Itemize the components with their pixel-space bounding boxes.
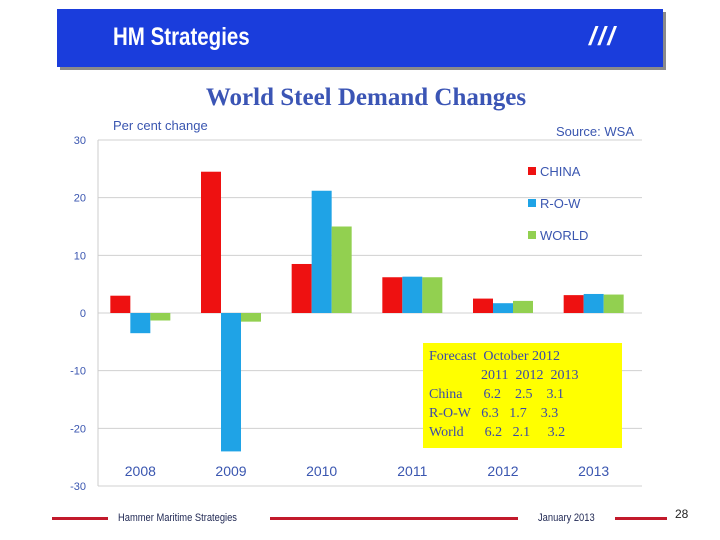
legend-swatch-world [528,231,536,239]
forecast-row: China 6.2 2.5 3.1 [429,387,564,402]
source-label: Source: WSA [556,124,634,139]
y-tick-label: 0 [80,308,86,320]
bar-r-o-w-2009 [221,313,241,452]
x-tick-label: 2009 [215,463,246,479]
y-tick-label: 20 [74,193,86,205]
footer-rule [615,517,667,520]
bar-china-2011 [382,277,403,313]
chart-title: World Steel Demand Changes [206,84,526,111]
bar-china-2012 [473,298,493,313]
banner-title: HM Strategies [113,23,250,51]
y-tick-label: -10 [70,366,86,378]
footer-rule [52,517,108,520]
forecast-row: World 6.2 2.1 3.2 [429,425,566,440]
bar-r-o-w-2008 [130,313,151,334]
bar-world-2008 [150,313,171,321]
y-tick-label: 10 [74,250,86,262]
footer-date: January 2013 [538,512,595,524]
y-tick-label: -30 [70,481,86,493]
bar-china-2010 [291,263,312,313]
bar-world-2011 [422,277,443,313]
forecast-columns: 2011 2012 2013 [481,368,579,383]
x-tick-label: 2013 [578,463,609,479]
footer-rule [270,517,518,520]
bar-world-2013 [603,294,624,313]
y-tick-label: 30 [74,135,86,147]
legend-swatch-r-o-w [528,199,536,207]
forecast-row: R-O-W 6.3 1.7 3.3 [429,406,559,421]
x-tick-label: 2012 [487,463,518,479]
legend: CHINA R-O-W WORLD [528,164,588,243]
y-ticks: 30 20 10 0 -10 -20 -30 [70,135,86,493]
bar-r-o-w-2013 [583,293,604,313]
bar-r-o-w-2010 [311,190,332,313]
bar-china-2009 [201,171,221,313]
bar-china-2013 [563,295,584,313]
y-tick-label: -20 [70,423,86,435]
bar-world-2012 [513,300,533,313]
x-tick-label: 2011 [397,463,427,479]
legend-label: CHINA [540,164,581,179]
page-number: 28 [675,507,689,521]
forecast-box: Forecast October 2012 2011 2012 2013 Chi… [423,343,622,448]
legend-swatch-china [528,167,536,175]
forecast-heading: Forecast October 2012 [429,349,561,364]
bar-world-2010 [331,226,352,313]
bar-r-o-w-2011 [402,276,423,313]
bars [110,171,624,452]
x-tick-label: 2008 [125,463,156,479]
x-ticks: 2008 2009 2010 2011 2012 2013 [125,463,610,479]
legend-label: R-O-W [540,196,581,211]
x-tick-label: 2010 [306,463,337,479]
banner-mark: /// [589,21,617,51]
header-banner: HM Strategies /// [57,9,663,67]
bar-china-2008 [110,295,131,313]
bar-r-o-w-2012 [493,303,513,313]
footer-left-text: Hammer Maritime Strategies [118,512,237,524]
y-axis-label: Per cent change [113,118,208,133]
bar-world-2009 [241,313,261,322]
legend-label: WORLD [540,228,588,243]
